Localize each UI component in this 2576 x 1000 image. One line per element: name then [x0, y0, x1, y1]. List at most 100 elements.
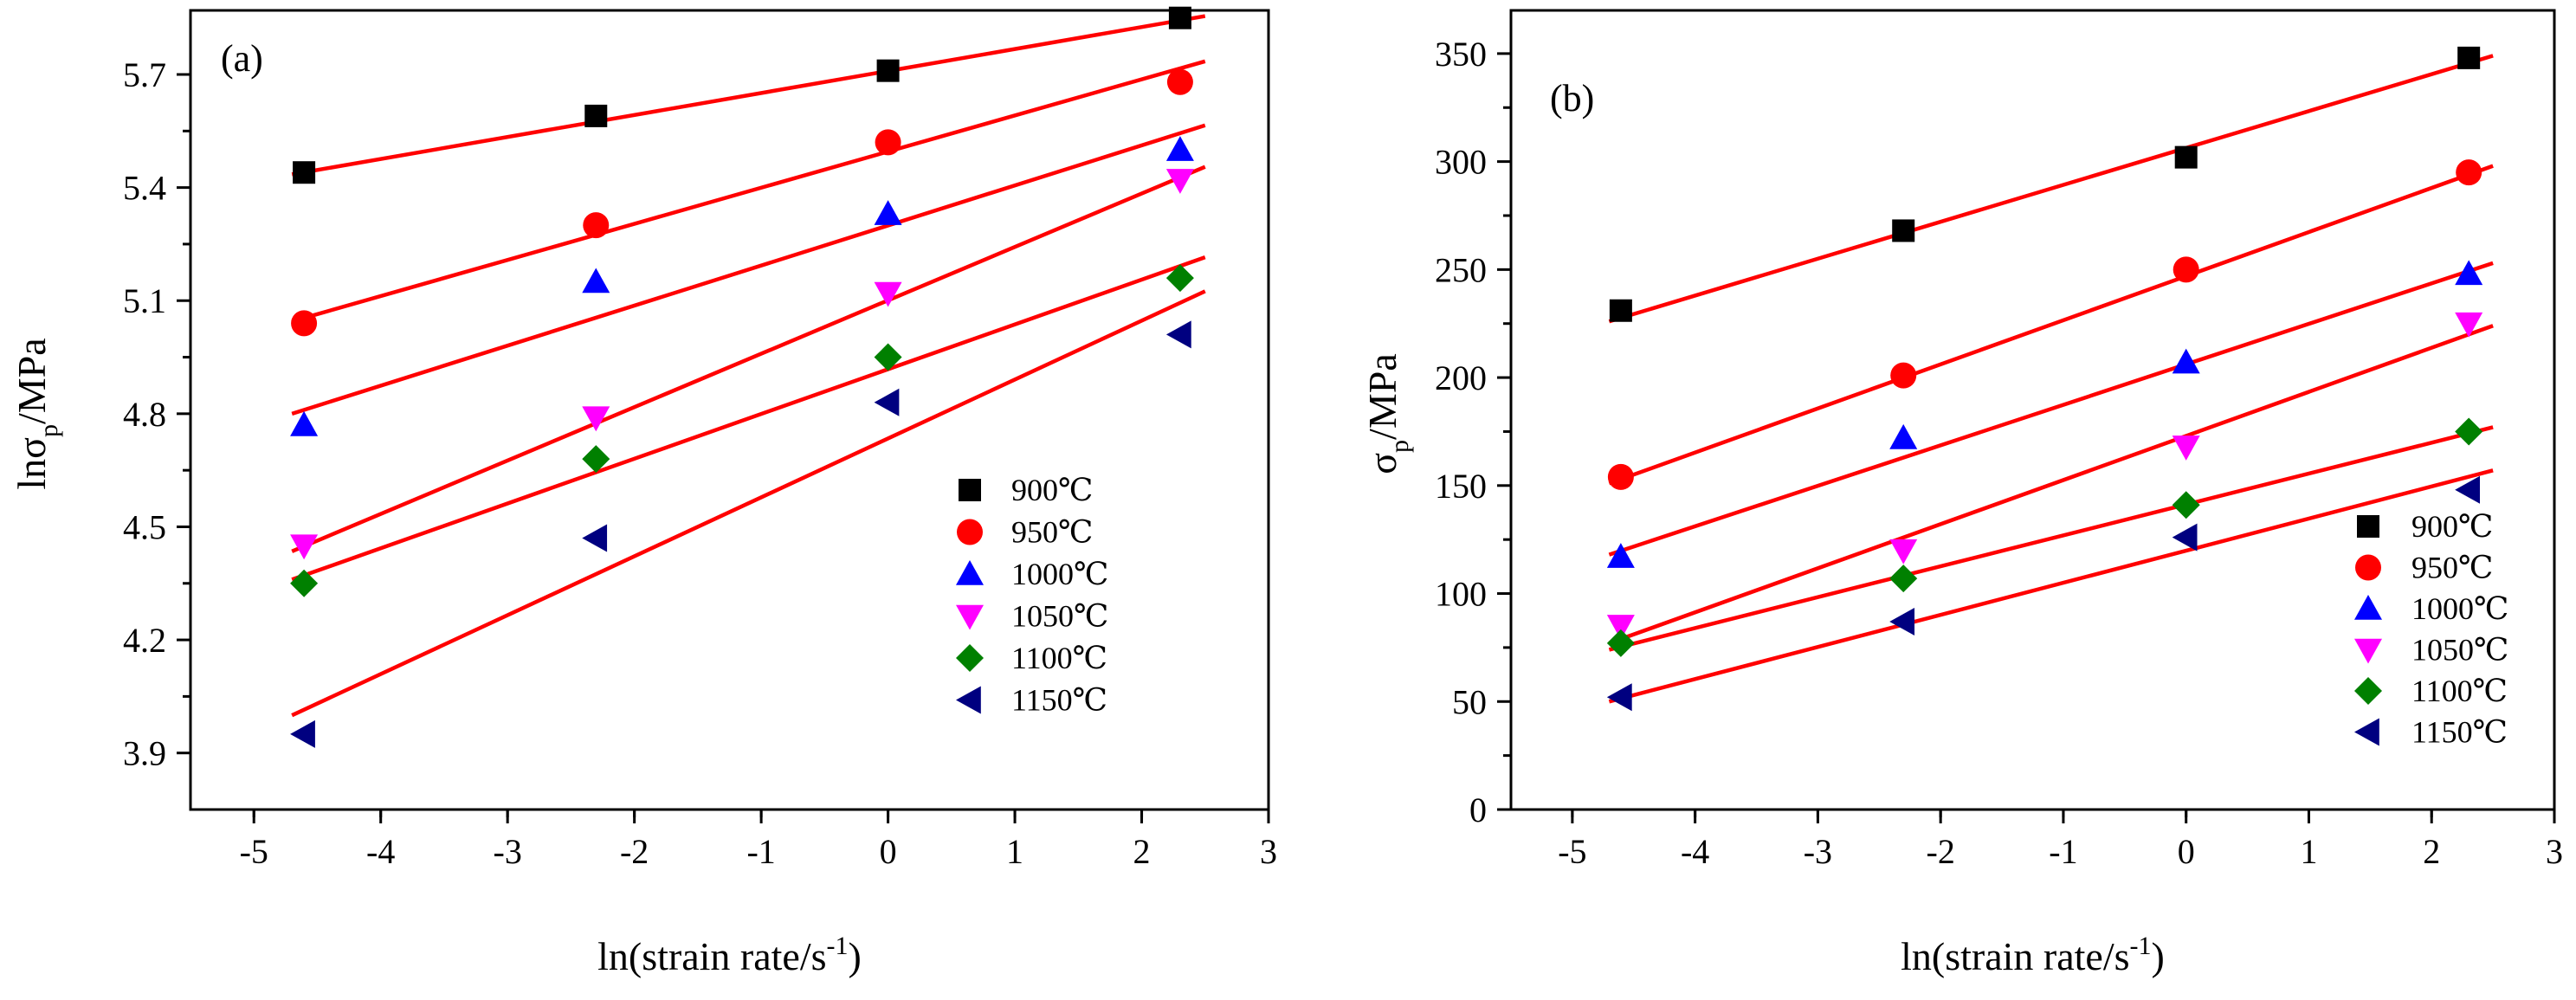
legend-label: 1000℃: [2411, 591, 2508, 626]
data-point: [2455, 417, 2483, 446]
x-tick-label: 2: [2423, 832, 2440, 871]
fit-line: [291, 165, 1206, 553]
fit-line: [1608, 164, 2494, 486]
data-point: [1889, 539, 1918, 565]
plot-frame: [189, 9, 1270, 811]
legend: 900℃ 950℃ 1000℃ 1050℃ 1100℃ 1150℃: [2354, 509, 2508, 750]
legend-marker: [2354, 718, 2379, 746]
fit-line: [291, 289, 1206, 718]
data-point: [874, 281, 902, 307]
x-tick-label: -4: [366, 832, 395, 871]
fit-line: [291, 123, 1206, 416]
y-tick-label: 350: [1435, 35, 1487, 74]
legend-marker: [956, 560, 984, 585]
fit-line: [291, 14, 1206, 177]
legend-label: 1150℃: [2411, 715, 2508, 750]
data-point: [1889, 423, 1918, 449]
plot-frame: [1509, 9, 2556, 811]
data-point: [1609, 299, 1632, 322]
data-point: [1606, 683, 1632, 712]
legend-marker: [959, 479, 981, 501]
y-tick-label: 100: [1435, 575, 1487, 614]
fit-line: [291, 59, 1206, 324]
legend-marker: [2354, 677, 2382, 705]
data-point: [2174, 145, 2198, 169]
legend-marker: [956, 604, 984, 630]
data-point: [584, 104, 608, 127]
x-tick-label: -5: [240, 832, 268, 871]
y-tick-label: 4.2: [123, 621, 166, 660]
y-tick-label: 5.1: [123, 281, 166, 320]
data-point: [2456, 159, 2482, 186]
legend-label: 900℃: [1011, 473, 1093, 507]
data-point: [875, 129, 901, 156]
y-tick-label: 200: [1435, 358, 1487, 397]
x-axis-title: ln(strain rate/s-1): [1901, 932, 2165, 978]
x-tick-label: -4: [1681, 832, 1709, 871]
legend-label: 1100℃: [1011, 641, 1107, 675]
y-tick-label: 50: [1452, 682, 1487, 721]
data-point: [582, 445, 610, 474]
x-tick-label: 0: [2178, 832, 2195, 871]
fit-line: [1608, 261, 2494, 557]
data-point: [2455, 312, 2483, 338]
x-axis-title: ln(strain rate/s-1): [597, 932, 862, 978]
legend-marker: [2354, 595, 2382, 620]
panel-label: (a): [221, 37, 263, 80]
legend-label: 1000℃: [1011, 557, 1108, 591]
data-point: [2172, 523, 2198, 552]
data-point: [290, 534, 319, 560]
fit-line: [1608, 468, 2494, 704]
y-tick-label: 0: [1469, 790, 1487, 829]
y-tick-label: 250: [1435, 250, 1487, 289]
x-tick-label: -1: [2049, 832, 2077, 871]
data-point: [582, 524, 608, 552]
legend-marker: [2354, 638, 2382, 664]
y-axis-title: lnσp/MPa: [10, 338, 63, 489]
y-tick-label: 3.9: [123, 734, 166, 773]
data-point: [1165, 264, 1194, 293]
data-point: [2457, 46, 2481, 69]
data-point: [1606, 615, 1635, 640]
legend-label: 1050℃: [1011, 599, 1108, 634]
y-tick-label: 4.5: [123, 507, 166, 546]
legend-label: 950℃: [2411, 551, 2493, 585]
data-point: [1165, 136, 1194, 161]
data-point: [1607, 463, 1634, 490]
legend-label: 1050℃: [2411, 633, 2508, 668]
x-tick-label: 1: [1006, 832, 1023, 871]
y-tick-label: 300: [1435, 143, 1487, 182]
fit-line: [1608, 425, 2494, 652]
legend-label: 900℃: [2411, 509, 2493, 544]
x-tick-label: 3: [1260, 832, 1277, 871]
legend-label: 1100℃: [2411, 674, 2508, 708]
x-tick-label: -3: [1804, 832, 1832, 871]
data-point: [1606, 629, 1635, 657]
legend: 900℃ 950℃ 1000℃ 1050℃ 1100℃ 1150℃: [956, 473, 1108, 718]
data-point: [290, 719, 315, 748]
x-tick-label: -5: [1558, 832, 1586, 871]
legend-marker: [2357, 515, 2379, 538]
data-point: [1890, 362, 1917, 389]
y-tick-label: 4.8: [123, 395, 166, 434]
y-tick-label: 5.7: [123, 55, 166, 94]
panel-label: (b): [1550, 77, 1594, 119]
y-tick-label: 5.4: [123, 169, 166, 208]
data-point: [874, 343, 902, 371]
legend-marker: [957, 519, 983, 545]
data-point: [290, 410, 319, 436]
data-point: [582, 268, 610, 294]
x-tick-label: -1: [746, 832, 775, 871]
data-point: [290, 569, 319, 597]
legend-label: 950℃: [1011, 515, 1093, 550]
data-point: [1168, 6, 1191, 29]
data-point: [876, 59, 900, 82]
chart-panel-a: -5 -4 -3 -2 -1 0 1 2 3 3.9 4.2 4.5 4.8 5.1 5.4 5.7 ln(st…: [10, 6, 1277, 978]
data-point: [2172, 435, 2200, 461]
y-tick-label: 150: [1435, 467, 1487, 506]
data-point: [1889, 565, 1918, 593]
data-point: [2172, 491, 2200, 519]
legend-label: 1150℃: [1011, 683, 1107, 718]
fit-line: [291, 255, 1206, 582]
